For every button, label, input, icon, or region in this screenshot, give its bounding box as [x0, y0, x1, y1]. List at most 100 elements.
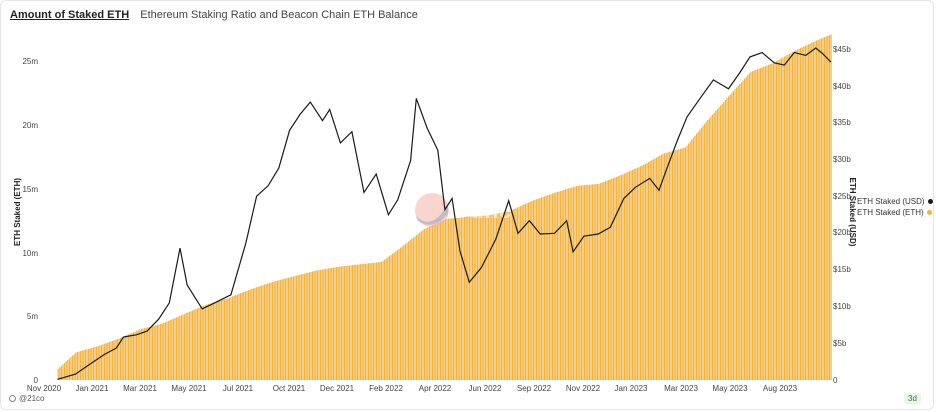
- eth-staked-bar-365: [641, 165, 643, 380]
- eth-staked-bar-378: [662, 153, 664, 380]
- eth-staked-bar-271: [491, 214, 493, 380]
- eth-staked-bar-159: [312, 271, 314, 380]
- eth-staked-bar-430: [745, 76, 747, 380]
- eth-staked-bar-197: [372, 262, 375, 380]
- eth-staked-bar-443: [766, 65, 768, 380]
- eth-staked-bar-53: [142, 328, 144, 380]
- eth-staked-bar-333: [590, 184, 592, 380]
- eth-staked-bar-153: [302, 273, 304, 380]
- eth-staked-bar-269: [488, 215, 490, 380]
- eth-staked-bar-158: [310, 271, 312, 380]
- eth-staked-bar-342: [604, 181, 607, 380]
- x-tick-label: Apr 2022: [419, 384, 452, 393]
- refresh-badge[interactable]: 3d: [904, 393, 921, 404]
- eth-staked-bar-375: [657, 156, 659, 380]
- eth-staked-bar-384: [672, 151, 674, 380]
- x-tick-label: Oct 2021: [273, 384, 306, 393]
- eth-staked-bar-347: [612, 178, 615, 380]
- eth-staked-bar-277: [500, 212, 503, 380]
- eth-staked-bar-165: [321, 269, 323, 380]
- eth-staked-bar-447: [772, 62, 775, 380]
- eth-staked-bar-57: [148, 326, 151, 380]
- y-right-axis-ticks: 0 $5b $10b $15b $20b $25b $30b $35b $40b $45b: [833, 45, 851, 385]
- watermark-logo-wave: [416, 204, 448, 225]
- eth-staked-bar-319: [568, 188, 570, 380]
- eth-staked-bar-346: [611, 178, 613, 380]
- eth-staked-bar-366: [643, 164, 645, 380]
- eth-staked-bar-36: [115, 339, 117, 380]
- x-tick-label: Nov 2020: [27, 384, 62, 393]
- eth-staked-bar-65: [161, 323, 163, 380]
- eth-staked-bar-225: [417, 233, 419, 380]
- eth-staked-bar-429: [744, 78, 746, 381]
- eth-staked-bar-408: [710, 116, 712, 381]
- eth-staked-bar-112: [236, 294, 239, 380]
- eth-staked-bar-172: [332, 267, 335, 380]
- eth-staked-bar-234: [432, 225, 434, 380]
- eth-staked-bar-134: [272, 281, 274, 380]
- eth-staked-bar-144: [288, 277, 290, 380]
- legend-item-eth[interactable]: ETH Staked (ETH): [857, 207, 933, 218]
- eth-staked-bar-337: [596, 184, 599, 380]
- eth-staked-bar-465: [801, 47, 803, 380]
- eth-staked-bar-3: [62, 364, 64, 380]
- eth-staked-bar-287: [516, 207, 519, 380]
- eth-staked-bar-103: [222, 299, 224, 380]
- eth-staked-bar-113: [238, 293, 240, 380]
- eth-staked-bar-123: [254, 287, 256, 380]
- y-right-tick-label: $20b: [833, 228, 851, 237]
- author-link[interactable]: @21co: [19, 394, 45, 403]
- eth-staked-bar-349: [616, 176, 618, 380]
- eth-staked-bar-272: [492, 214, 495, 380]
- eth-staked-bar-259: [472, 216, 474, 380]
- eth-staked-bar-185: [353, 264, 355, 380]
- eth-staked-bar-116: [243, 291, 245, 380]
- eth-staked-bar-30: [105, 343, 107, 380]
- eth-staked-bar-189: [360, 264, 362, 380]
- eth-staked-bar-279: [504, 211, 506, 380]
- eth-staked-bar-481: [827, 35, 829, 380]
- eth-staked-bar-27: [100, 344, 103, 380]
- x-tick-label: Aug 2023: [763, 384, 798, 393]
- eth-staked-bar-85: [193, 309, 195, 380]
- eth-staked-bar-325: [577, 185, 579, 380]
- eth-staked-bar-66: [163, 322, 165, 380]
- eth-staked-bar-2: [60, 365, 63, 380]
- eth-staked-bar-302: [540, 197, 543, 380]
- eth-staked-bar-331: [587, 184, 589, 380]
- eth-staked-bar-456: [787, 54, 789, 381]
- eth-staked-bar-453: [782, 57, 784, 380]
- eth-staked-bar-114: [240, 293, 242, 380]
- eth-staked-bar-235: [433, 224, 435, 380]
- eth-staked-bar-99: [216, 301, 218, 380]
- eth-staked-bar-308: [550, 194, 552, 380]
- eth-staked-bar-344: [608, 179, 610, 380]
- eth-staked-bar-413: [718, 107, 720, 381]
- eth-staked-bar-252: [460, 217, 463, 380]
- chart-footer: @21co: [9, 394, 44, 403]
- eth-staked-bar-327: [580, 185, 583, 380]
- eth-staked-bar-238: [438, 222, 440, 380]
- eth-staked-bar-416: [723, 101, 725, 381]
- eth-staked-bar-242: [444, 219, 447, 380]
- eth-staked-bar-137: [276, 280, 279, 380]
- eth-staked-bar-283: [510, 210, 512, 380]
- eth-staked-bar-206: [387, 257, 389, 380]
- eth-staked-bar-68: [166, 321, 168, 380]
- eth-staked-bar-174: [336, 267, 338, 380]
- eth-staked-bar-127: [260, 285, 263, 380]
- eth-staked-bar-450: [777, 60, 779, 381]
- eth-staked-bar-167: [324, 268, 327, 380]
- eth-staked-bar-209: [392, 253, 394, 380]
- y-right-tick-label: $45b: [833, 45, 851, 54]
- legend-item-usd[interactable]: ETH Staked (USD): [857, 196, 933, 207]
- y-right-tick-label: $40b: [833, 82, 851, 91]
- x-tick-label: Dec 2021: [320, 384, 355, 393]
- eth-staked-bar-452: [780, 58, 783, 381]
- eth-staked-bar-135: [273, 281, 275, 380]
- eth-staked-bar-459: [792, 51, 794, 381]
- eth-staked-bar-74: [176, 317, 178, 380]
- eth-staked-bar-220: [409, 240, 411, 380]
- chart-title-link[interactable]: Amount of Staked ETH: [10, 9, 130, 21]
